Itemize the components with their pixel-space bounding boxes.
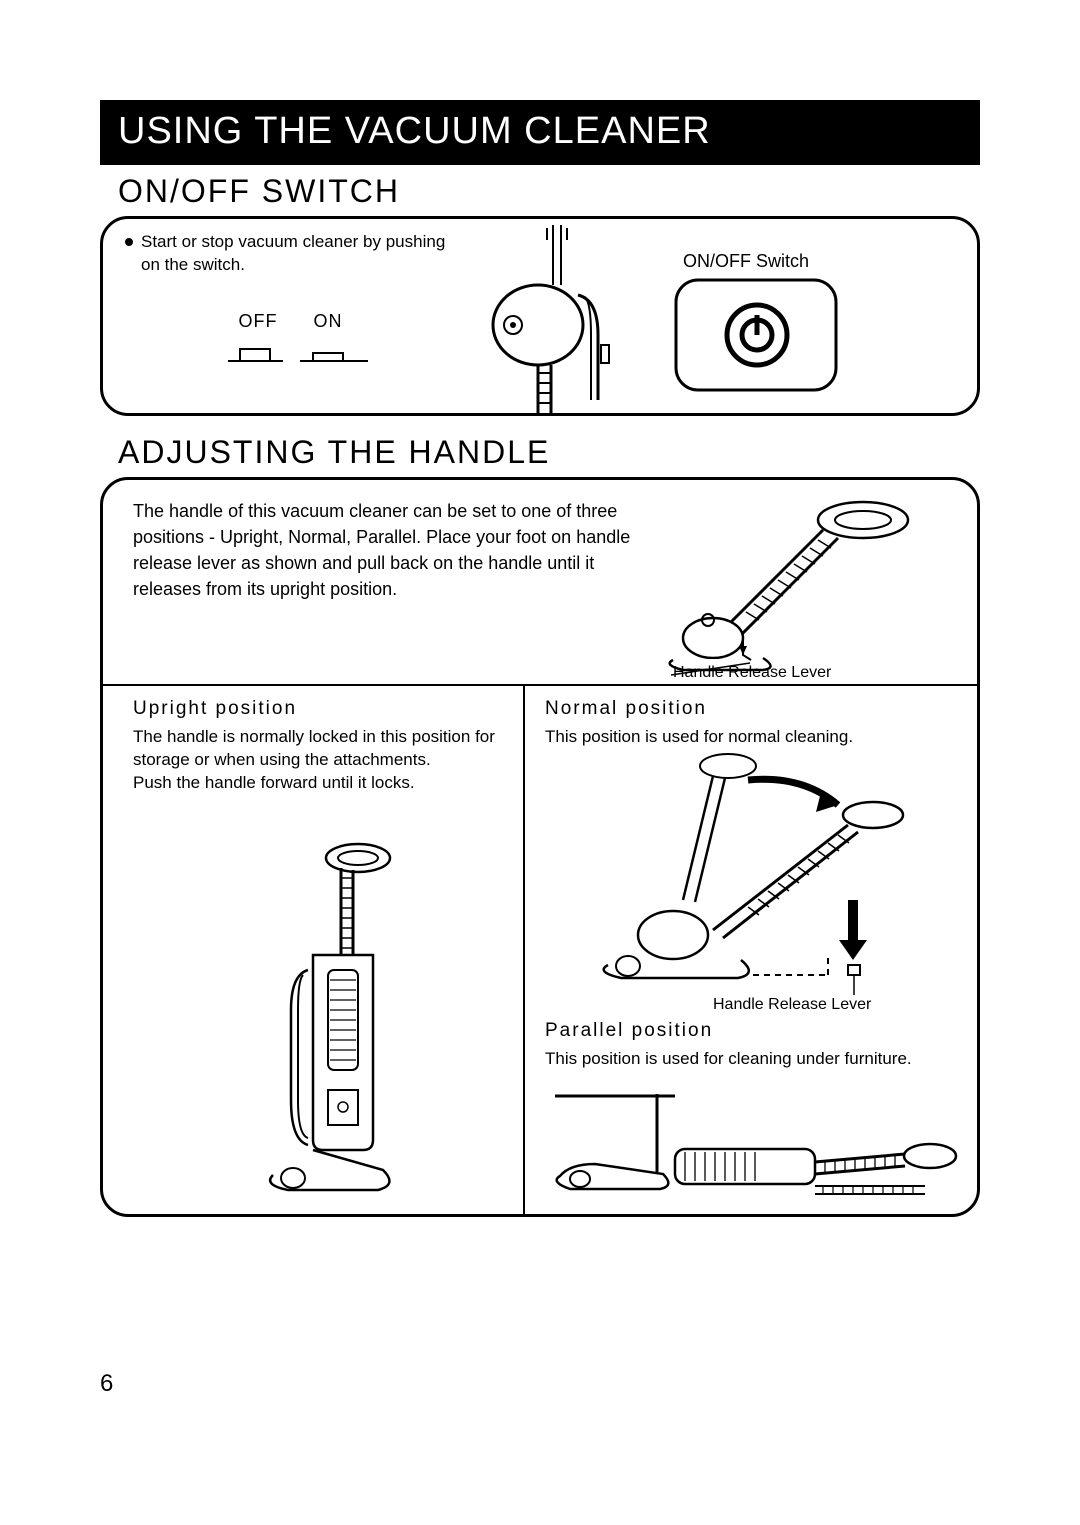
onoff-text: Start or stop vacuum cleaner by pushing … xyxy=(125,231,465,277)
bullet-item: Start or stop vacuum cleaner by pushing … xyxy=(125,231,465,277)
normal-title: Normal position xyxy=(545,698,945,720)
parallel-body: This position is used for cleaning under… xyxy=(545,1048,945,1071)
horizontal-divider xyxy=(103,684,977,686)
section1-heading: ON/OFF SWITCH xyxy=(118,173,980,210)
onoff-box: Start or stop vacuum cleaner by pushing … xyxy=(100,216,980,416)
upright-position-block: Upright position The handle is normally … xyxy=(133,698,503,795)
off-label: OFF xyxy=(223,311,293,332)
handle-release-figure-icon xyxy=(613,490,953,685)
bullet-dot-icon xyxy=(125,238,133,246)
parallel-title: Parallel position xyxy=(545,1020,945,1042)
upright-body: The handle is normally locked in this po… xyxy=(133,726,503,795)
lever-label-1: Handle Release Lever xyxy=(673,664,831,682)
normal-figure-icon xyxy=(553,750,953,1005)
upright-title: Upright position xyxy=(133,698,503,720)
section2-heading: ADJUSTING THE HANDLE xyxy=(118,434,980,471)
manual-page: USING THE VACUUM CLEANER ON/OFF SWITCH S… xyxy=(100,100,980,1217)
switch-diagram-icon xyxy=(228,341,378,376)
upright-figure-icon xyxy=(233,840,433,1215)
page-number: 6 xyxy=(100,1370,113,1398)
vacuum-top-diagram-icon xyxy=(483,225,643,416)
bullet-text: Start or stop vacuum cleaner by pushing … xyxy=(141,231,465,277)
page-title: USING THE VACUUM CLEANER xyxy=(118,110,711,152)
parallel-position-block: Parallel position This position is used … xyxy=(545,1020,945,1071)
vertical-divider xyxy=(523,684,525,1214)
handle-box: The handle of this vacuum cleaner can be… xyxy=(100,477,980,1217)
parallel-figure-icon xyxy=(545,1094,965,1217)
off-on-labels: OFFON xyxy=(223,311,363,332)
on-label: ON xyxy=(293,311,363,332)
normal-position-block: Normal position This position is used fo… xyxy=(545,698,945,749)
lever-label-2: Handle Release Lever xyxy=(713,996,871,1014)
onoff-switch-label: ON/OFF Switch xyxy=(683,251,809,272)
power-button-diagram-icon xyxy=(673,277,843,402)
page-title-bar: USING THE VACUUM CLEANER xyxy=(100,100,980,165)
normal-body: This position is used for normal cleanin… xyxy=(545,726,945,749)
handle-intro-text: The handle of this vacuum cleaner can be… xyxy=(133,498,653,602)
